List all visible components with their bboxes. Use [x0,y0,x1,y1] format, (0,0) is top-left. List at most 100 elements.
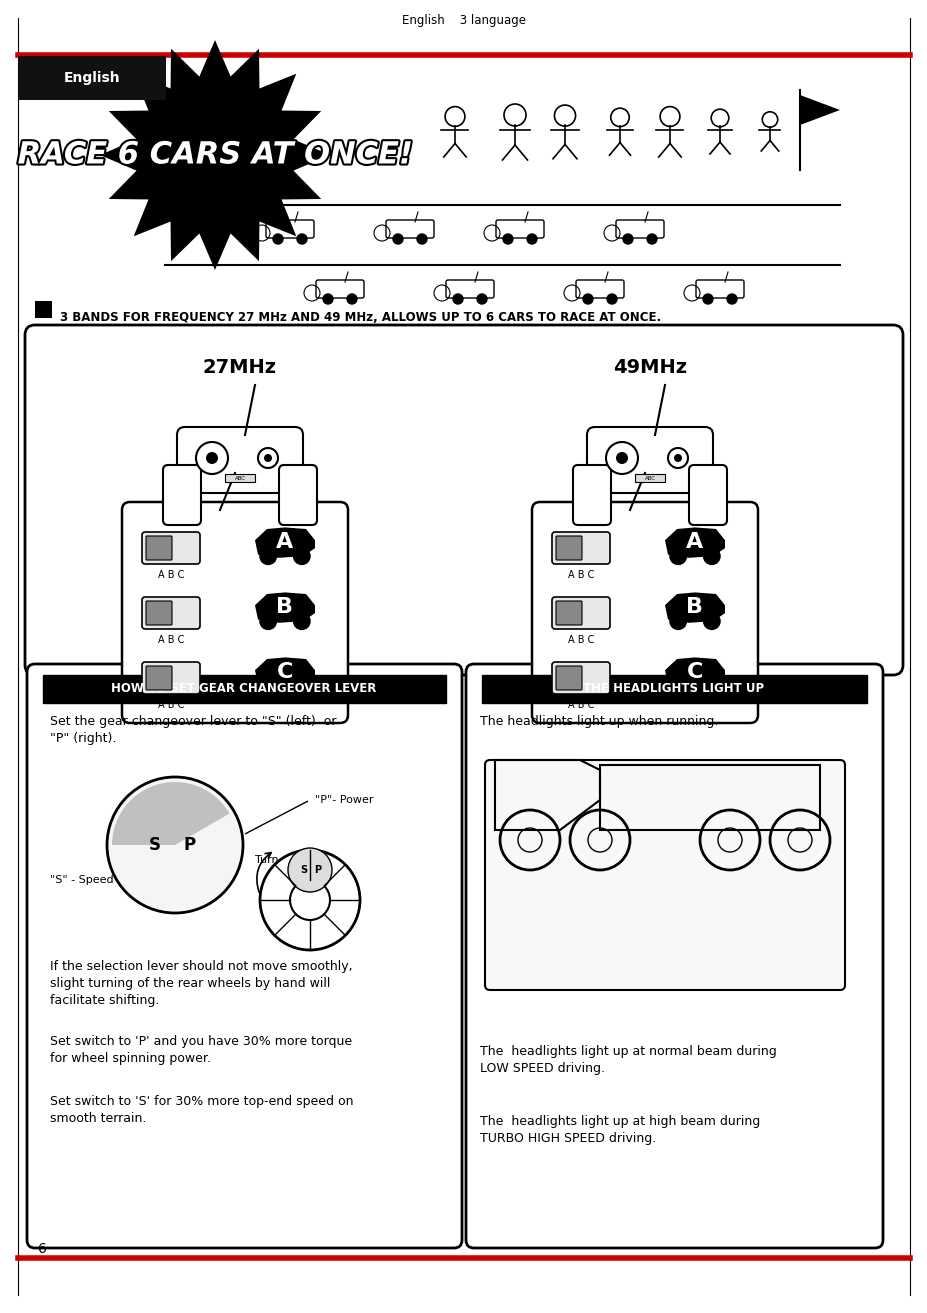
Bar [481,675,866,702]
FancyBboxPatch shape [555,666,581,691]
Text: P: P [184,836,196,853]
FancyBboxPatch shape [552,597,609,629]
Polygon shape [100,39,330,270]
FancyBboxPatch shape [688,465,726,525]
Text: B: B [276,597,293,617]
Polygon shape [665,658,724,688]
Text: THE HEADLIGHTS LIGHT UP: THE HEADLIGHTS LIGHT UP [583,683,764,696]
FancyBboxPatch shape [146,536,171,561]
Circle shape [273,234,283,244]
Circle shape [726,294,736,305]
Circle shape [702,678,720,695]
Circle shape [605,442,638,474]
Text: A B C: A B C [567,570,593,580]
FancyBboxPatch shape [485,760,844,990]
FancyBboxPatch shape [142,532,200,565]
Circle shape [196,442,228,474]
Polygon shape [255,658,314,688]
Circle shape [293,612,311,630]
Text: Turn: Turn [255,855,278,865]
Polygon shape [665,592,724,622]
FancyBboxPatch shape [465,664,883,1247]
Text: 49MHz: 49MHz [613,358,686,377]
Circle shape [259,612,277,630]
Circle shape [606,294,616,305]
Bar [634,474,665,482]
Circle shape [646,234,656,244]
Wedge shape [112,783,229,846]
Circle shape [287,848,332,892]
Text: Set switch to 'S' for 30% more top-end speed on
smooth terrain.: Set switch to 'S' for 30% more top-end s… [50,1095,353,1125]
Text: C: C [686,662,703,681]
Circle shape [347,294,357,305]
Text: ABC: ABC [644,475,654,481]
Circle shape [263,454,272,462]
FancyBboxPatch shape [177,427,303,492]
FancyBboxPatch shape [163,465,201,525]
Text: Set the gear changeover lever to "S" (left)  or
"P" (right).: Set the gear changeover lever to "S" (le… [50,716,337,744]
FancyBboxPatch shape [121,502,348,723]
Circle shape [392,234,402,244]
Bar [600,765,819,830]
Circle shape [502,234,513,244]
Circle shape [668,678,686,695]
Circle shape [703,294,712,305]
Circle shape [476,294,487,305]
Text: The  headlights light up at normal beam during
LOW SPEED driving.: The headlights light up at normal beam d… [479,1045,776,1075]
FancyBboxPatch shape [572,465,610,525]
FancyBboxPatch shape [146,601,171,625]
Text: HOW TO SET GEAR CHANGEOVER LEVER: HOW TO SET GEAR CHANGEOVER LEVER [111,683,376,696]
FancyBboxPatch shape [555,601,581,625]
FancyBboxPatch shape [552,662,609,695]
FancyBboxPatch shape [142,662,200,695]
Text: The headlights light up when running.: The headlights light up when running. [479,716,717,727]
Text: A: A [686,532,703,551]
Text: 6: 6 [38,1242,47,1257]
Text: Set switch to 'P' and you have 30% more torque
for wheel spinning power.: Set switch to 'P' and you have 30% more … [50,1035,351,1065]
Circle shape [702,612,720,630]
Circle shape [452,294,463,305]
Text: "P"- Power: "P"- Power [314,794,373,805]
Circle shape [702,548,720,565]
Circle shape [668,612,686,630]
Circle shape [582,294,592,305]
Text: A: A [276,532,293,551]
Text: RACE 6 CARS AT ONCE!: RACE 6 CARS AT ONCE! [18,140,412,169]
Text: ABC: ABC [235,475,246,481]
Text: A B C: A B C [158,635,184,645]
FancyBboxPatch shape [552,532,609,565]
Text: RACE 6 CARS AT ONCE!: RACE 6 CARS AT ONCE! [18,140,412,169]
Circle shape [206,452,218,463]
Circle shape [616,452,628,463]
Circle shape [293,548,311,565]
Text: The  headlights light up at high beam during
TURBO HIGH SPEED driving.: The headlights light up at high beam dur… [479,1115,759,1145]
Bar [35,301,52,318]
Polygon shape [255,528,314,558]
FancyBboxPatch shape [25,326,902,675]
Circle shape [107,777,243,913]
Bar [43,675,446,702]
Text: 3 BANDS FOR FREQUENCY 27 MHz AND 49 MHz, ALLOWS UP TO 6 CARS TO RACE AT ONCE.: 3 BANDS FOR FREQUENCY 27 MHz AND 49 MHz,… [60,311,660,324]
Text: English: English [64,71,121,85]
Polygon shape [799,95,839,125]
Circle shape [258,448,278,467]
FancyBboxPatch shape [146,666,171,691]
Text: S: S [300,865,307,874]
Polygon shape [665,528,724,558]
Circle shape [293,678,311,695]
FancyBboxPatch shape [279,465,317,525]
Circle shape [297,234,307,244]
Circle shape [416,234,426,244]
FancyBboxPatch shape [531,502,757,723]
Circle shape [668,548,686,565]
Text: B: B [686,597,703,617]
Circle shape [259,548,277,565]
Text: "S" - Speed: "S" - Speed [50,874,113,885]
FancyBboxPatch shape [555,536,581,561]
Circle shape [527,234,537,244]
Text: C: C [276,662,293,681]
Text: 27MHz: 27MHz [203,358,276,377]
Text: A B C: A B C [567,700,593,710]
Text: A B C: A B C [567,635,593,645]
Circle shape [323,294,333,305]
